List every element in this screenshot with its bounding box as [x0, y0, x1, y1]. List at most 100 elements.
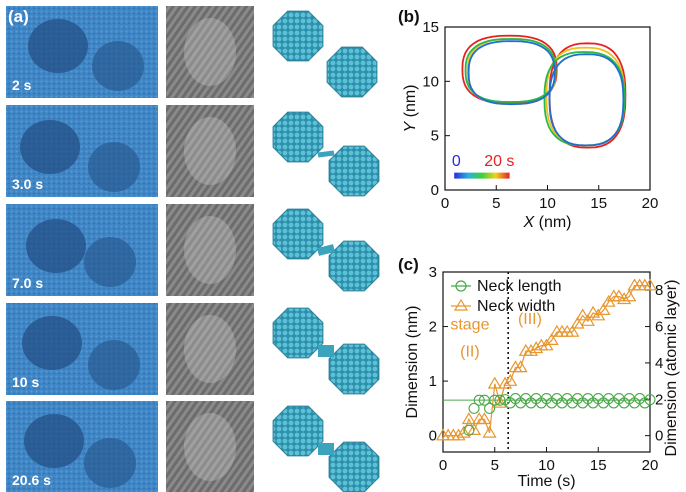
nanoparticle-right	[88, 142, 140, 192]
panel-c-label: (c)	[398, 255, 419, 274]
time-label: 10 s	[12, 374, 39, 390]
panel-a: 2 s 3.0 s 7.0 s 10 s 20.6 s (a)	[6, 6, 380, 492]
nanoparticle-right	[88, 340, 140, 390]
legend-label-length: Neck length	[477, 278, 562, 295]
legend-label-width: Neck width	[477, 298, 555, 315]
neck-length-point	[484, 402, 496, 414]
neck-width-point	[467, 422, 482, 435]
atomic-model-particle	[326, 46, 378, 98]
x-tick-label: 15	[590, 195, 607, 212]
atomic-model-particle	[328, 240, 380, 292]
colorbar-end-label: 20 s	[484, 153, 514, 170]
neck-width-point	[622, 289, 637, 302]
neck-width-point	[498, 376, 513, 389]
y2-tick-label: 6	[655, 319, 663, 336]
neck-region	[184, 117, 236, 185]
neck-width-point	[461, 412, 476, 425]
stage-iii-label: (III)	[518, 311, 542, 328]
time-label: 20.6 s	[12, 472, 51, 488]
neck-width-point	[565, 324, 580, 337]
y-axis-label: Dimension (nm)	[404, 306, 421, 419]
neck-width-point	[529, 341, 544, 354]
time-label: 2 s	[12, 77, 32, 93]
neck-region	[184, 18, 236, 86]
colorbar-start-label: 0	[452, 153, 461, 170]
neck-width-point	[570, 316, 585, 329]
stage-ii-label-line1: stage	[450, 316, 489, 333]
atomic-model-particle	[272, 111, 324, 163]
x-axis-label: X (nm)	[523, 214, 572, 231]
neck-length-point	[468, 402, 480, 414]
nanoparticle-left	[24, 414, 84, 468]
y-tick-label: 0	[431, 182, 439, 199]
neck-width-point	[580, 313, 595, 326]
x-axis-label: Time (s)	[517, 473, 575, 490]
neck-length-point	[463, 424, 475, 436]
atomic-neck	[317, 150, 335, 158]
x-tick-label: 10	[538, 457, 555, 474]
atomic-model-particle	[272, 10, 324, 62]
neck-length-point	[644, 394, 656, 406]
y2-tick-label: 2	[655, 391, 663, 408]
neck-width-point	[482, 425, 497, 438]
atomic-neck	[317, 244, 335, 256]
neck-width-point	[503, 373, 518, 386]
neck-width-point	[456, 425, 471, 438]
hrtem-image	[166, 303, 254, 395]
y-tick-label: 2	[429, 319, 437, 336]
y-tick-label: 5	[431, 128, 439, 145]
nanoparticle-right	[84, 237, 136, 287]
y-tick-label: 15	[422, 19, 439, 36]
neck-width-point	[477, 412, 492, 425]
y2-tick-label: 0	[655, 428, 663, 445]
y-tick-label: 10	[422, 73, 439, 90]
x-tick-label: 5	[492, 195, 500, 212]
neck-width-point	[642, 278, 658, 291]
y-tick-label: 1	[429, 373, 437, 390]
nanoparticle-left	[26, 219, 86, 273]
nanoparticle-left	[20, 120, 80, 174]
x-tick-label: 0	[439, 457, 447, 474]
neck-width-point	[544, 332, 559, 345]
y2-tick-label: 4	[655, 355, 663, 372]
x-tick-label: 5	[491, 457, 499, 474]
neck-region	[184, 413, 236, 481]
neck-width-point	[575, 308, 590, 321]
stage-ii-label-line2: (II)	[460, 344, 480, 361]
neck-width-point	[611, 289, 626, 302]
panel-a-label: (a)	[8, 7, 29, 26]
hrtem-image	[166, 401, 254, 492]
x-tick-label: 15	[590, 457, 607, 474]
y-tick-label: 3	[429, 264, 437, 281]
neck-length-point	[494, 394, 506, 406]
neck-length-point	[473, 394, 485, 406]
nanoparticle-left	[28, 19, 88, 73]
contour-left	[466, 38, 557, 106]
panel-c: (c) 0 5 10 15 20 0 1 2 3 0 2 4 6 8 Time (s) Dimension (n…	[398, 255, 680, 490]
nanoparticle-right	[84, 438, 136, 488]
x-tick-label: 10	[539, 195, 556, 212]
neck-width-point	[596, 302, 611, 315]
neck-width-point	[513, 360, 528, 373]
x-tick-label: 0	[441, 195, 449, 212]
neck-region	[184, 315, 236, 383]
legend-marker-width	[453, 298, 469, 311]
nanoparticle-right	[92, 41, 144, 91]
neck-width-point	[586, 305, 601, 318]
y-tick-label: 0	[429, 428, 437, 445]
y2-axis-label: Dimension (atomic layer)	[663, 280, 680, 457]
x-tick-label: 20	[642, 457, 659, 474]
atomic-model-particle	[328, 343, 380, 395]
contour-right	[548, 53, 625, 147]
atomic-model-particle	[328, 441, 380, 492]
y-axis-label: Y (nm)	[402, 85, 419, 133]
neck-region	[184, 216, 236, 284]
neck-width-point	[487, 376, 502, 389]
atomic-model-particle	[328, 145, 380, 197]
atomic-model-particle	[272, 405, 324, 457]
contour-left	[467, 40, 556, 106]
hrtem-image	[166, 105, 254, 197]
atomic-model-particle	[272, 208, 324, 260]
